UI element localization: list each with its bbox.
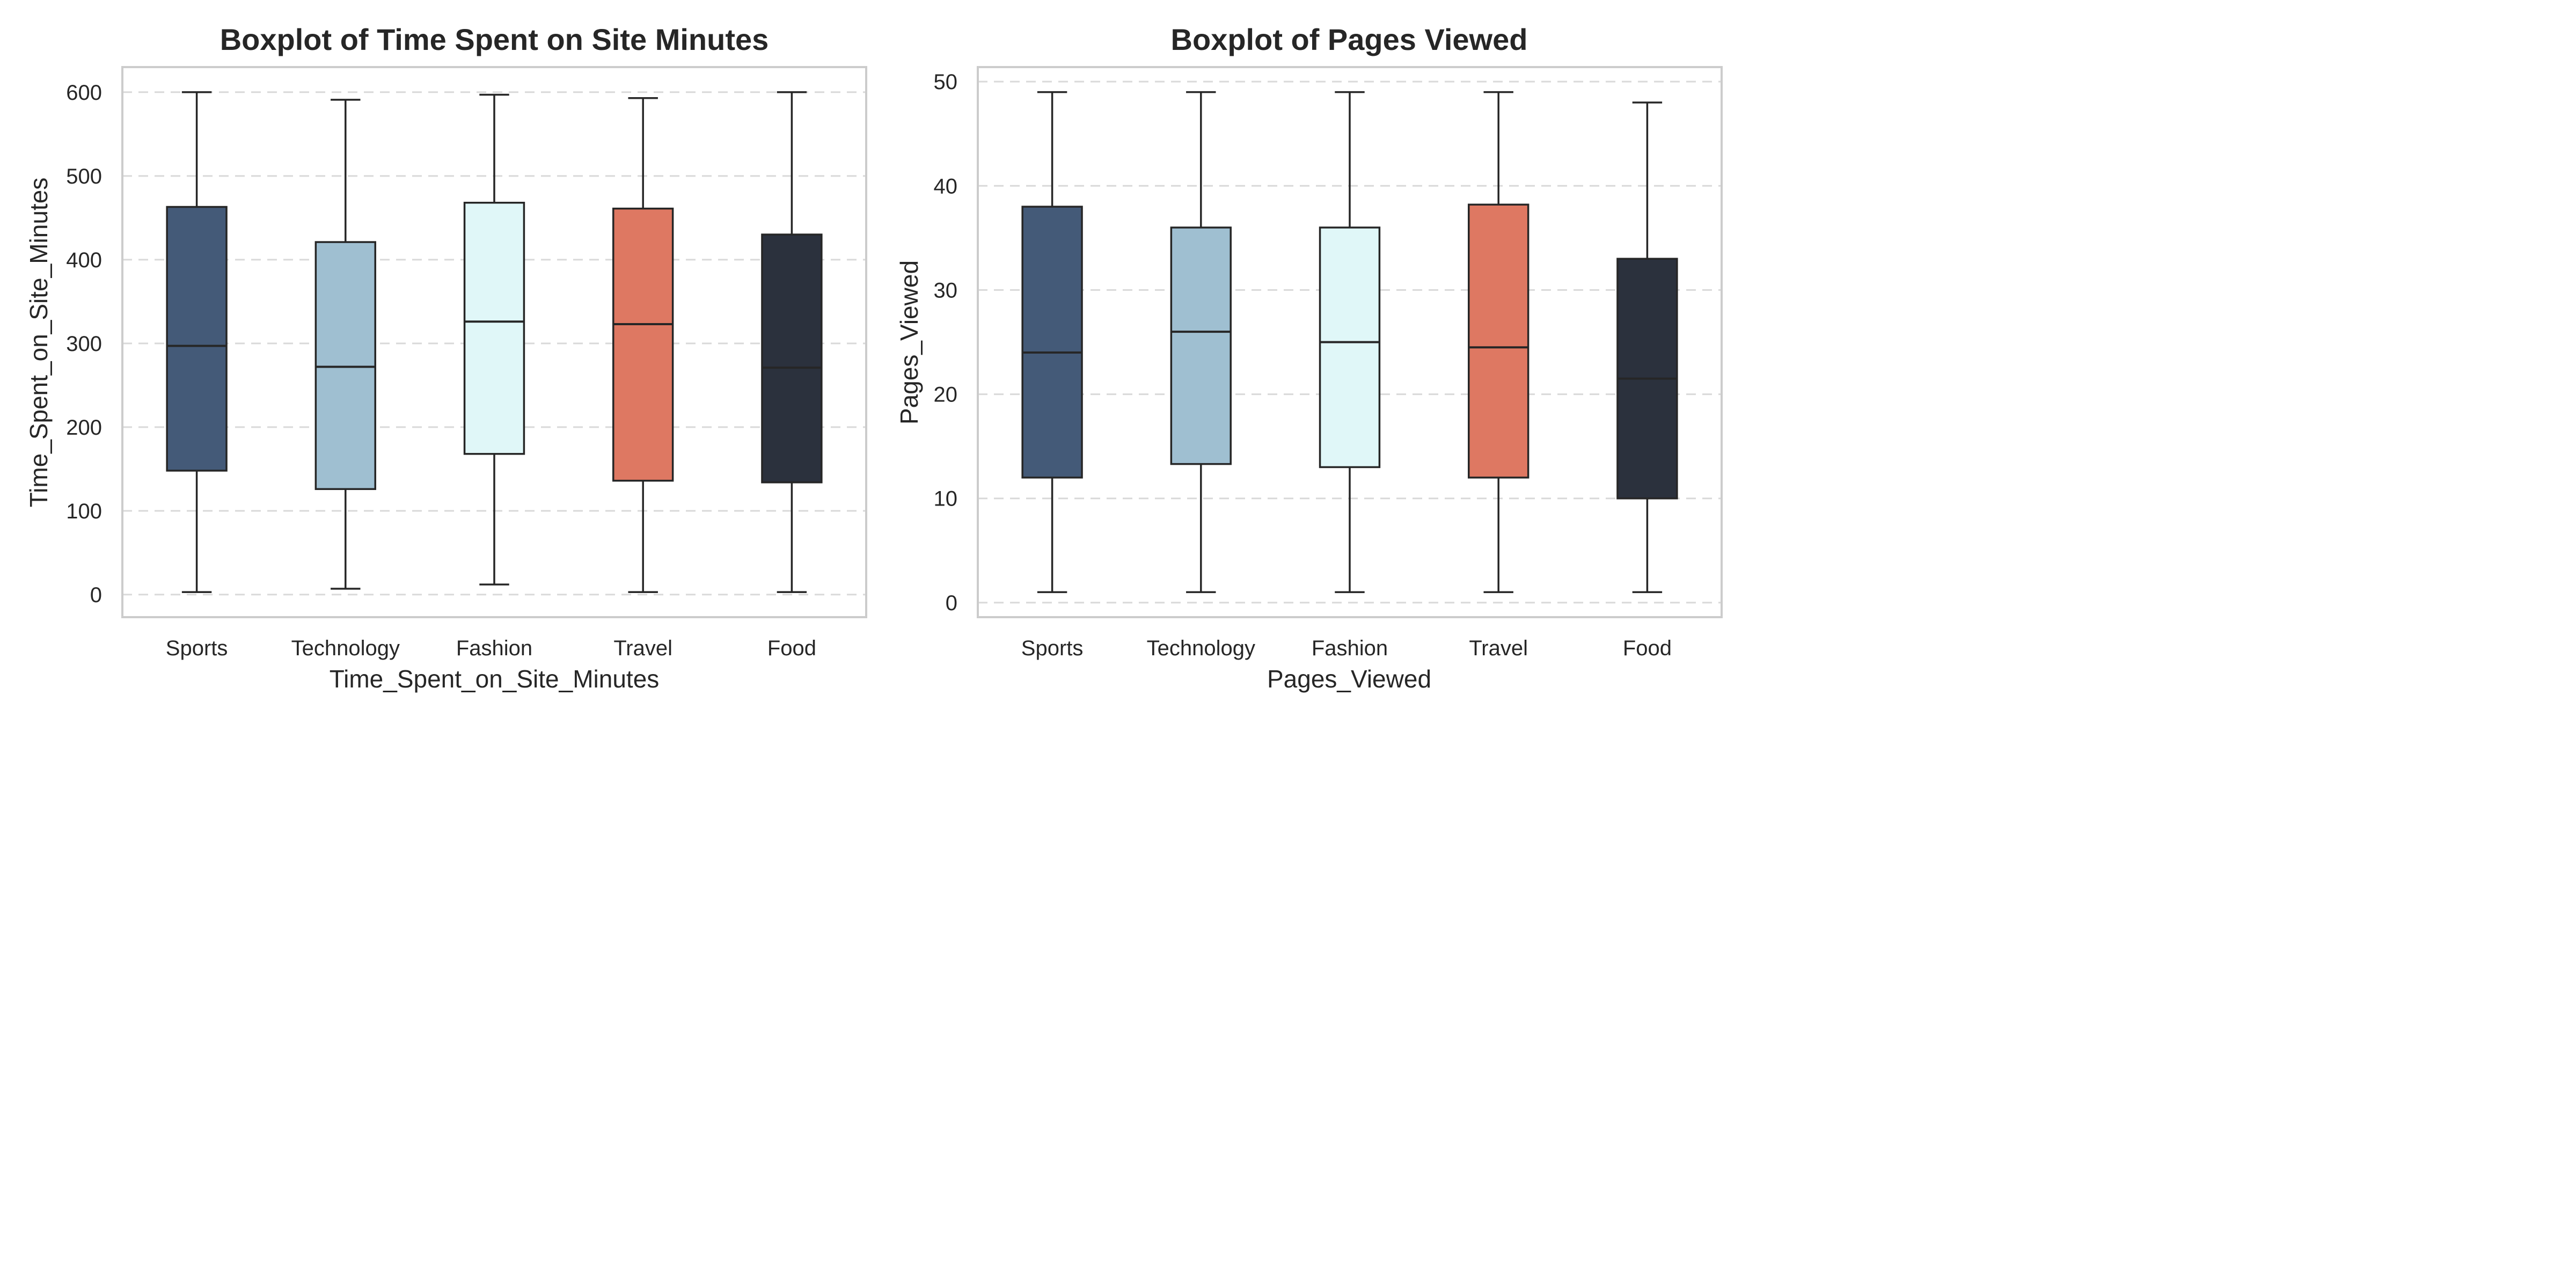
box-travel xyxy=(1468,91,1529,594)
box-travel xyxy=(612,97,674,593)
box-food xyxy=(1616,101,1678,594)
y-tick-label: 20 xyxy=(934,383,958,407)
y-tick-label: 10 xyxy=(934,487,958,511)
iqr-box xyxy=(314,241,376,491)
y-tick-label: 600 xyxy=(66,81,102,105)
iqr-box xyxy=(166,206,228,472)
box-technology xyxy=(1170,91,1232,594)
iqr-box xyxy=(1468,203,1529,479)
y-tick-labels: 0 100 200 300 400 500 600 xyxy=(66,81,102,607)
x-tick-label: Sports xyxy=(1021,636,1084,660)
y-tick-label: 400 xyxy=(66,248,102,272)
y-tick-label: 0 xyxy=(946,591,957,615)
y-axis-label: Time_Spent_on_Site_Minutes xyxy=(25,178,53,508)
y-tick-label: 300 xyxy=(66,332,102,356)
iqr-box xyxy=(1319,226,1381,469)
x-axis-label: Pages_Viewed xyxy=(1267,665,1431,693)
x-tick-label: Fashion xyxy=(1312,636,1388,660)
x-axis-label: Time_Spent_on_Site_Minutes xyxy=(330,665,660,693)
y-tick-label: 200 xyxy=(66,416,102,440)
iqr-box xyxy=(761,233,823,484)
box-food xyxy=(761,91,823,593)
y-tick-label: 40 xyxy=(934,174,958,198)
iqr-box xyxy=(463,201,525,455)
x-tick-label: Food xyxy=(1623,636,1672,660)
box-sports xyxy=(1021,91,1083,594)
y-tick-label: 50 xyxy=(934,70,958,94)
y-tick-label: 30 xyxy=(934,279,958,302)
y-tick-label: 0 xyxy=(90,583,102,607)
x-tick-label: Food xyxy=(767,636,816,660)
x-tick-label: Technology xyxy=(1147,636,1255,660)
x-tick-label: Technology xyxy=(291,636,400,660)
y-tick-label: 100 xyxy=(66,500,102,523)
plot-frame xyxy=(977,66,1723,618)
y-tick-label: 500 xyxy=(66,165,102,188)
iqr-box xyxy=(1170,226,1232,465)
y-tick-labels: 0 10 20 30 40 50 xyxy=(934,70,958,615)
box-series xyxy=(1021,91,1678,594)
chart-pages-viewed: Boxplot of Pages Viewed Pages_Viewed Pag… xyxy=(895,23,1723,693)
x-tick-labels: Sports Technology Fashion Travel Food xyxy=(1021,636,1672,660)
box-fashion xyxy=(1319,91,1381,594)
box-technology xyxy=(314,99,376,590)
x-tick-label: Travel xyxy=(613,636,672,660)
box-series xyxy=(166,91,823,593)
y-axis-label: Pages_Viewed xyxy=(895,260,923,425)
x-tick-label: Fashion xyxy=(456,636,532,660)
chart-title: Boxplot of Time Spent on Site Minutes xyxy=(220,23,769,56)
box-sports xyxy=(166,91,228,593)
iqr-box xyxy=(1021,206,1083,479)
plot-frame xyxy=(121,66,867,618)
x-tick-label: Travel xyxy=(1469,636,1528,660)
chart-title: Boxplot of Pages Viewed xyxy=(1171,23,1528,56)
x-tick-label: Sports xyxy=(166,636,228,660)
x-tick-labels: Sports Technology Fashion Travel Food xyxy=(166,636,816,660)
box-fashion xyxy=(463,93,525,586)
chart-time-spent: Boxplot of Time Spent on Site Minutes Ti… xyxy=(25,23,867,693)
iqr-box xyxy=(612,207,674,482)
